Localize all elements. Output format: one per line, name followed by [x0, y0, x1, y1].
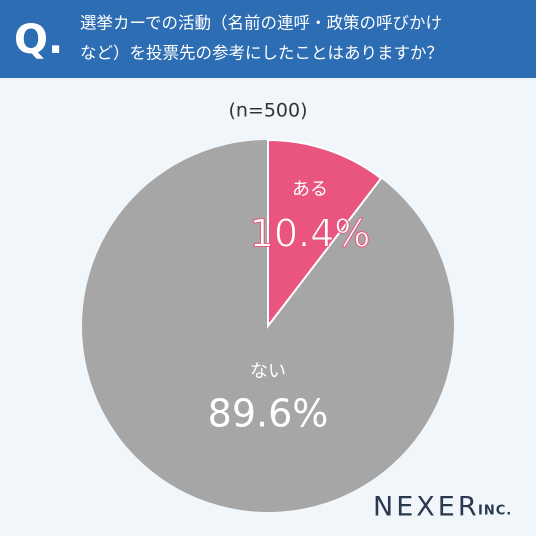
header-band: [0, 0, 536, 78]
category-label: ある: [292, 179, 328, 200]
logo: NEXER: [373, 492, 480, 523]
subtitle: (n=500): [228, 100, 307, 122]
logo-suffix: INC.: [478, 504, 512, 519]
title-line: 選挙カーでの活動（名前の連呼・政策の呼びかけ: [80, 14, 442, 33]
pie-slice: [267, 138, 383, 329]
title-line: など）を投票先の参考にしたことはありますか？: [80, 44, 443, 63]
category-label: ない: [250, 361, 286, 382]
value-label: 89.6%: [208, 392, 329, 436]
pie-labels: ある 10.4% ない 89.6%: [208, 179, 371, 436]
value-label: 10.4%: [250, 212, 371, 256]
pie: [81, 138, 454, 512]
title-prefix: Q.: [14, 17, 63, 63]
